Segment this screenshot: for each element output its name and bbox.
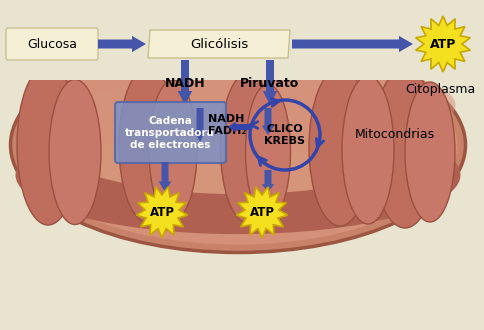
Polygon shape [262, 60, 277, 105]
Polygon shape [158, 162, 171, 192]
Ellipse shape [245, 84, 290, 219]
Text: ATP: ATP [429, 38, 455, 50]
Polygon shape [178, 60, 192, 105]
Text: ATP: ATP [249, 206, 274, 218]
Text: Glucosa: Glucosa [27, 38, 77, 50]
Ellipse shape [11, 38, 465, 252]
Text: ATP: ATP [149, 206, 174, 218]
Polygon shape [227, 121, 249, 132]
Polygon shape [148, 30, 289, 58]
Ellipse shape [308, 68, 370, 226]
Ellipse shape [220, 73, 275, 223]
Text: NADH
FADH₂: NADH FADH₂ [208, 114, 246, 136]
Polygon shape [98, 36, 146, 52]
Polygon shape [261, 170, 274, 192]
Polygon shape [193, 108, 206, 142]
Text: Citoplasma: Citoplasma [404, 83, 474, 96]
Ellipse shape [404, 82, 454, 222]
Text: Piruvato: Piruvato [240, 77, 299, 90]
Ellipse shape [341, 76, 393, 224]
Polygon shape [136, 187, 187, 238]
Ellipse shape [119, 68, 177, 222]
Ellipse shape [49, 80, 101, 224]
Text: CLICO
KREBS: CLICO KREBS [264, 124, 305, 146]
Ellipse shape [18, 46, 456, 245]
Ellipse shape [15, 116, 459, 234]
Polygon shape [236, 187, 287, 238]
Ellipse shape [149, 80, 197, 220]
Ellipse shape [20, 57, 454, 153]
FancyBboxPatch shape [115, 102, 226, 163]
Ellipse shape [372, 68, 437, 228]
Text: Glicólisis: Glicólisis [189, 38, 248, 50]
Text: Cadena
transportadora
de electrones: Cadena transportadora de electrones [125, 115, 214, 150]
Text: Mitocondrias: Mitocondrias [354, 128, 434, 142]
FancyBboxPatch shape [6, 28, 98, 60]
Polygon shape [261, 108, 274, 135]
Ellipse shape [41, 76, 435, 194]
Text: NADH: NADH [165, 77, 205, 90]
Polygon shape [415, 16, 469, 72]
Polygon shape [291, 36, 412, 52]
Ellipse shape [17, 65, 79, 225]
Bar [0, 0, 484, 80]
